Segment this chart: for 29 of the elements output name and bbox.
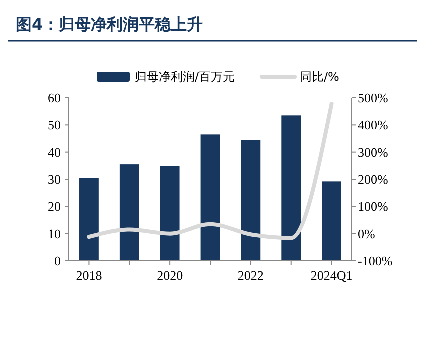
y-tick-label: 50 <box>48 118 61 133</box>
y-tick-label: 10 <box>48 226 61 242</box>
bar <box>120 164 140 261</box>
y2-tick-label: 100% <box>358 199 388 214</box>
y-tick-label: 20 <box>48 199 61 214</box>
y-tick-label: 0 <box>54 254 61 269</box>
bar <box>80 178 99 261</box>
bar <box>200 134 220 261</box>
y2-tick-label: 400% <box>358 118 388 133</box>
y2-tick-label: 200% <box>358 172 388 188</box>
chart-title: 图4：归母净利润平稳上升 <box>16 15 204 34</box>
bar <box>241 140 261 261</box>
bar <box>160 166 180 261</box>
legend-label: 归母净利润/百万元 <box>135 70 236 84</box>
y2-tick-label: -100% <box>358 254 393 269</box>
x-tick-label: 2018 <box>76 268 102 283</box>
bar <box>322 182 342 261</box>
x-tick-label: 2022 <box>238 268 264 283</box>
bar <box>282 116 302 261</box>
y2-tick-label: 500% <box>358 90 388 106</box>
y2-tick-label: 300% <box>358 144 388 160</box>
y-tick-label: 30 <box>48 172 61 188</box>
x-tick-label: 2024Q1 <box>310 268 353 283</box>
line-series <box>87 102 334 240</box>
y2-tick-label: 0% <box>358 226 376 242</box>
y-tick-label: 60 <box>48 90 61 106</box>
y-tick-label: 40 <box>48 144 61 160</box>
x-tick-label: 2020 <box>157 268 184 283</box>
legend-label: 同比/% <box>300 70 340 84</box>
